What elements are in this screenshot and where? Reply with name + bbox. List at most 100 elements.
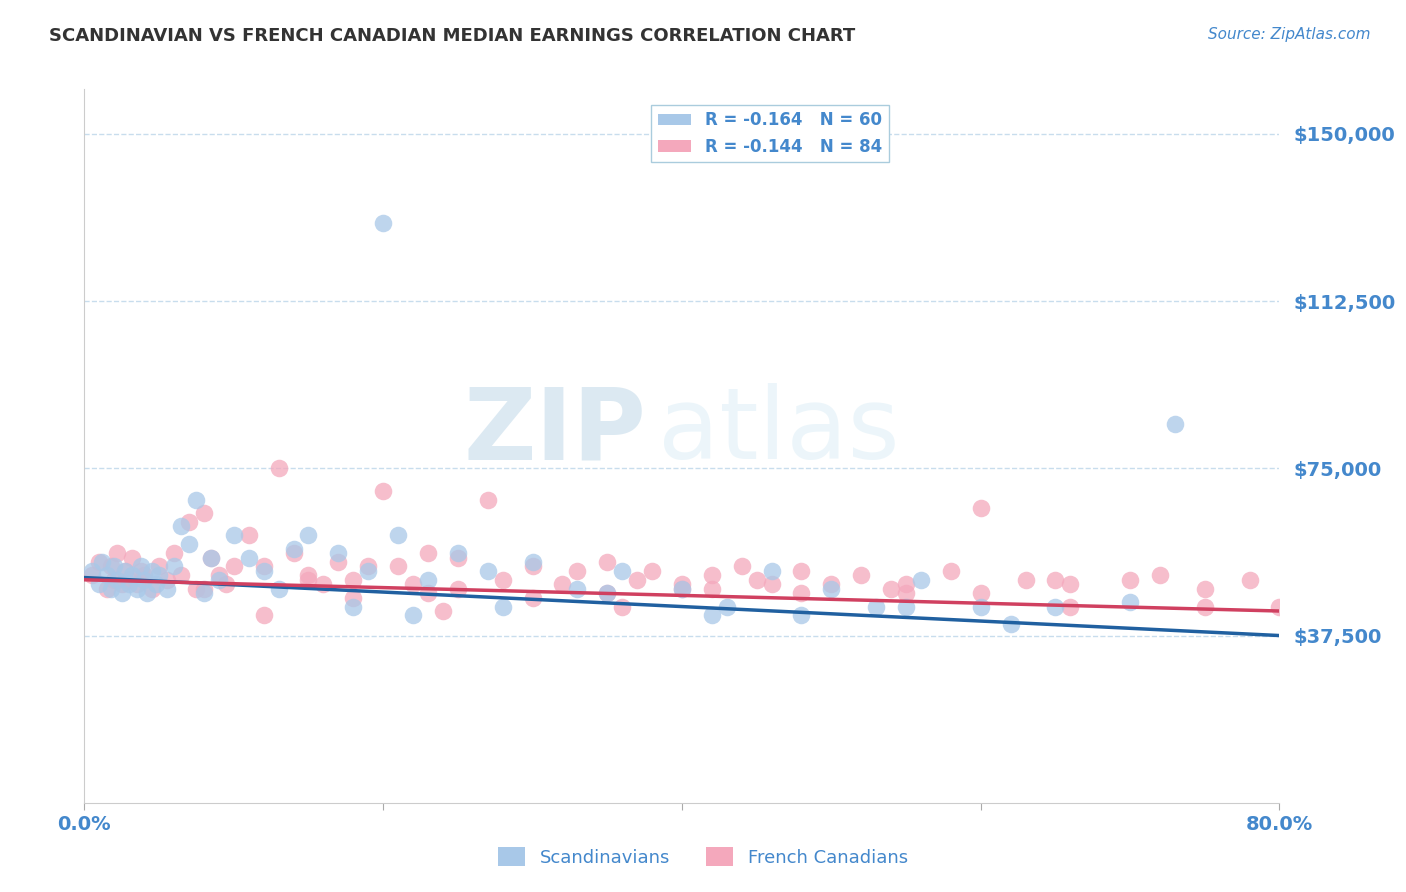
- Point: [328, 546, 350, 560]
- Point: [447, 546, 470, 560]
- Point: [253, 608, 276, 623]
- Point: [567, 582, 589, 596]
- Point: [118, 577, 141, 591]
- Point: [148, 559, 170, 574]
- Point: [89, 555, 111, 569]
- Point: [745, 573, 768, 587]
- Point: [373, 216, 395, 230]
- Point: [790, 586, 813, 600]
- Point: [865, 599, 887, 614]
- Point: [477, 492, 499, 507]
- Point: [700, 568, 723, 582]
- Point: [80, 564, 103, 578]
- Point: [790, 608, 813, 623]
- Point: [80, 568, 103, 582]
- Point: [283, 546, 305, 560]
- Point: [1268, 599, 1291, 614]
- Point: [492, 573, 515, 587]
- Point: [141, 564, 163, 578]
- Point: [1000, 617, 1022, 632]
- Point: [253, 564, 276, 578]
- Point: [851, 568, 873, 582]
- Point: [416, 573, 439, 587]
- Point: [416, 586, 439, 600]
- Point: [238, 550, 260, 565]
- Point: [105, 546, 128, 560]
- Point: [222, 528, 245, 542]
- Point: [910, 573, 932, 587]
- Point: [522, 555, 544, 569]
- Point: [1119, 573, 1142, 587]
- Point: [894, 577, 917, 591]
- Point: [671, 582, 693, 596]
- Point: [596, 555, 619, 569]
- Point: [1194, 599, 1216, 614]
- Point: [970, 586, 993, 600]
- Point: [155, 582, 177, 596]
- Point: [432, 604, 454, 618]
- Point: [970, 599, 993, 614]
- Point: [200, 550, 222, 565]
- Point: [253, 559, 276, 574]
- Point: [312, 577, 335, 591]
- Point: [731, 559, 754, 574]
- Point: [894, 586, 917, 600]
- Point: [103, 573, 125, 587]
- Point: [357, 559, 380, 574]
- Point: [939, 564, 962, 578]
- Point: [100, 559, 122, 574]
- Legend: R = -0.164   N = 60, R = -0.144   N = 84: R = -0.164 N = 60, R = -0.144 N = 84: [651, 104, 889, 162]
- Point: [880, 582, 903, 596]
- Point: [522, 591, 544, 605]
- Point: [1194, 582, 1216, 596]
- Point: [193, 506, 215, 520]
- Point: [96, 568, 118, 582]
- Point: [1059, 599, 1081, 614]
- Point: [1149, 568, 1171, 582]
- Point: [114, 564, 136, 578]
- Point: [522, 559, 544, 574]
- Point: [402, 608, 425, 623]
- Point: [297, 568, 319, 582]
- Point: [596, 586, 619, 600]
- Point: [551, 577, 574, 591]
- Point: [297, 573, 319, 587]
- Point: [118, 573, 141, 587]
- Point: [148, 568, 170, 582]
- Point: [283, 541, 305, 556]
- Point: [125, 582, 148, 596]
- Point: [970, 501, 993, 516]
- Point: [129, 564, 152, 578]
- Point: [163, 546, 186, 560]
- Point: [125, 577, 148, 591]
- Point: [596, 586, 619, 600]
- Point: [170, 568, 193, 582]
- Point: [103, 559, 125, 574]
- Point: [761, 577, 783, 591]
- Point: [155, 573, 177, 587]
- Point: [373, 483, 395, 498]
- Point: [641, 564, 664, 578]
- Point: [477, 564, 499, 578]
- Point: [200, 550, 222, 565]
- Point: [894, 599, 917, 614]
- Point: [177, 515, 200, 529]
- Point: [820, 577, 842, 591]
- Point: [447, 582, 470, 596]
- Point: [297, 528, 319, 542]
- Point: [700, 582, 723, 596]
- Point: [141, 582, 163, 596]
- Point: [186, 492, 208, 507]
- Point: [193, 586, 215, 600]
- Point: [387, 559, 409, 574]
- Point: [91, 555, 114, 569]
- Point: [170, 519, 193, 533]
- Point: [1014, 573, 1036, 587]
- Point: [1239, 573, 1261, 587]
- Point: [716, 599, 738, 614]
- Point: [208, 573, 231, 587]
- Point: [1059, 577, 1081, 591]
- Point: [342, 573, 364, 587]
- Text: Source: ZipAtlas.com: Source: ZipAtlas.com: [1208, 27, 1371, 42]
- Point: [671, 582, 693, 596]
